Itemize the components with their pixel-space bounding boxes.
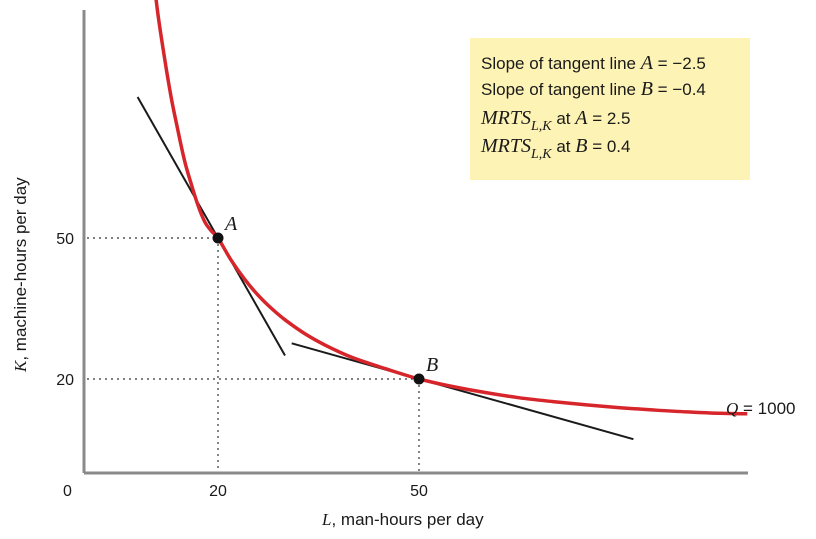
annotation-box-background (470, 38, 750, 180)
x-tick-label-20: 20 (209, 483, 227, 500)
tangent-line-a (136, 96, 286, 356)
annotation-box: Slope of tangent line A = −2.5 Slope of … (470, 38, 750, 180)
annotation-line-1: Slope of tangent line A = −2.5 (481, 52, 706, 74)
y-axis-label: K, machine-hours per day (11, 177, 30, 373)
tangent-line-b (291, 342, 634, 441)
x-tick-label-50: 50 (410, 483, 428, 500)
point-label-b: B (426, 354, 438, 376)
annotation-line-4: MRTSL,K at B = 0.4 (480, 135, 630, 162)
point-label-a: A (223, 213, 238, 235)
annotation-line-3: MRTSL,K at A = 2.5 (480, 107, 630, 134)
point-b (413, 373, 425, 385)
point-a (212, 232, 224, 244)
origin-label: 0 (63, 483, 72, 500)
y-tick-label-20: 20 (56, 372, 74, 389)
series-label-q1000: Q = 1000 (726, 399, 795, 418)
isoquant-curve (154, 0, 748, 416)
y-tick-label-50: 50 (56, 231, 74, 248)
x-axis-label: L, man-hours per day (321, 510, 484, 529)
annotation-line-2: Slope of tangent line B = −0.4 (481, 78, 706, 100)
